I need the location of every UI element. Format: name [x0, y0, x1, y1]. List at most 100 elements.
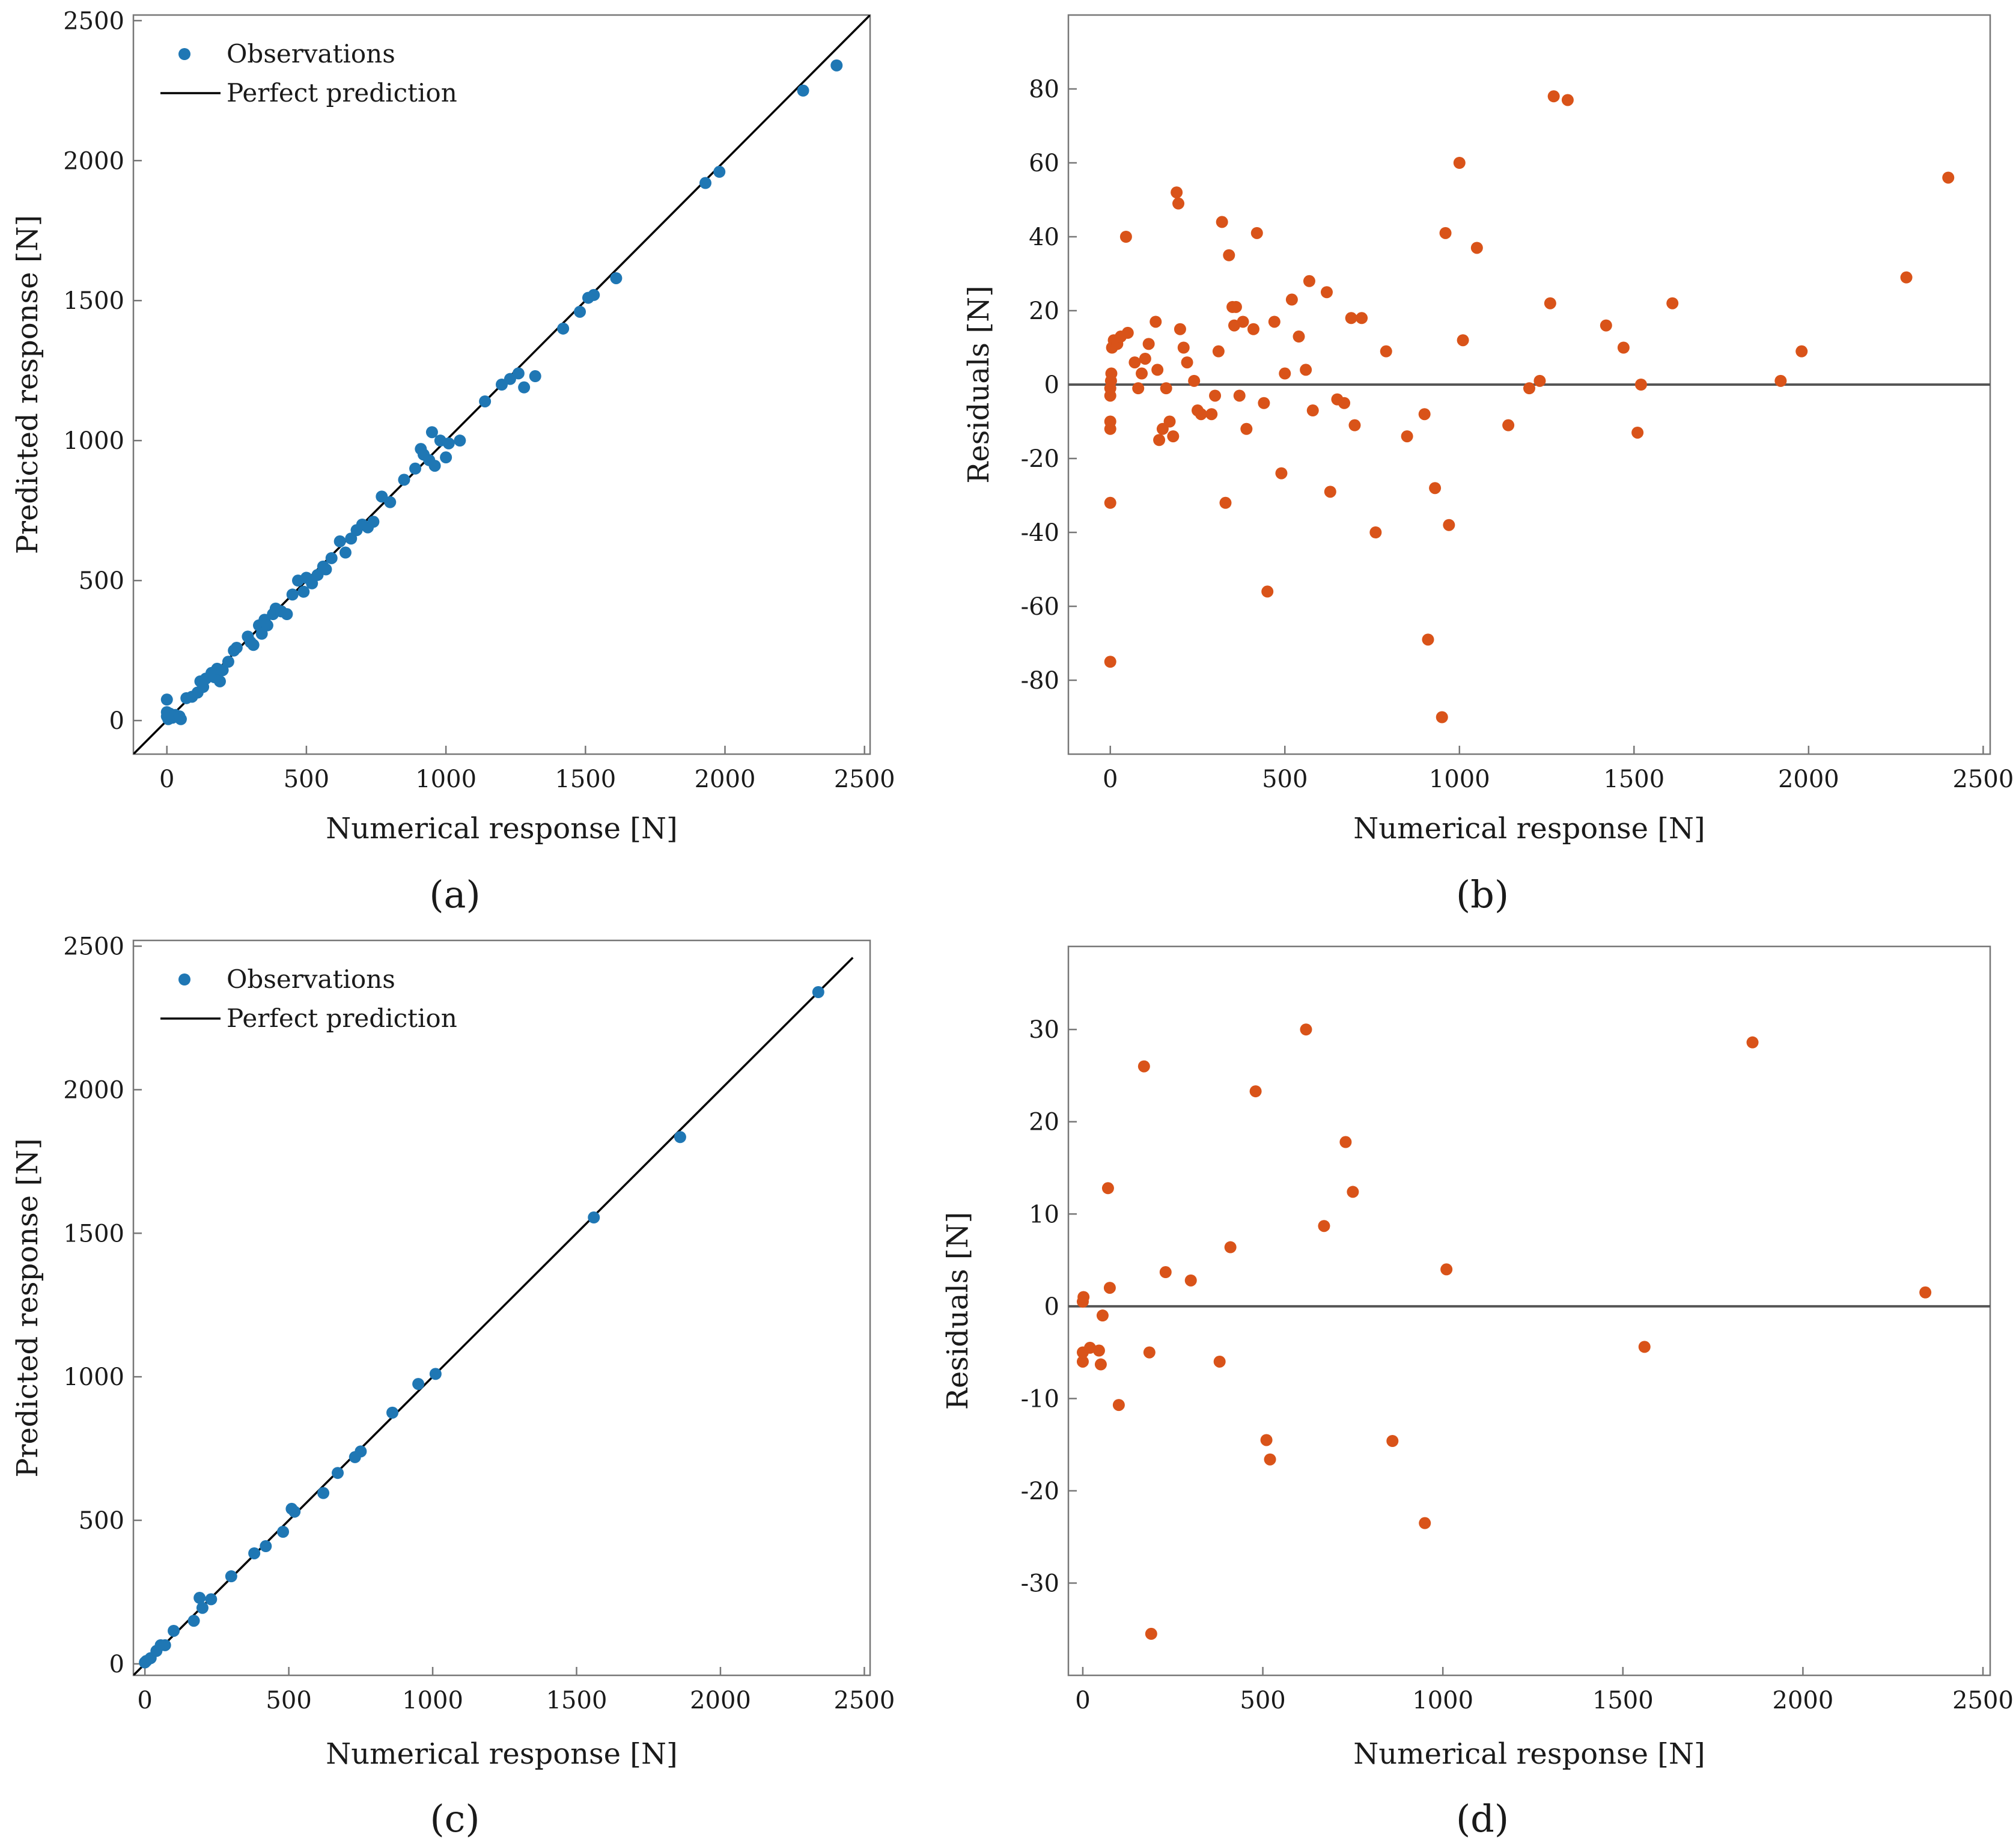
x-tick-label: 1000 [415, 766, 477, 793]
data-point [333, 535, 346, 547]
x-tick-label: 500 [1262, 766, 1308, 793]
data-point [1502, 419, 1515, 431]
data-point [1419, 1517, 1431, 1529]
x-tick-label: 1500 [1603, 766, 1664, 793]
legend-label-perfect-prediction: Perfect prediction [227, 78, 457, 108]
x-tick-label: 0 [159, 766, 174, 793]
perfect-prediction-line [133, 957, 854, 1675]
x-tick-label: 500 [266, 1687, 311, 1714]
panel-d: 0 500 1000 1500 2000 2500 -30 -20 -10 0 10 20 30 Nume… [941, 945, 2014, 1841]
data-point [168, 1624, 180, 1637]
data-point [286, 588, 299, 601]
data-point [230, 641, 243, 654]
data-point [1631, 426, 1644, 439]
data-point [1795, 345, 1808, 358]
data-point [1136, 367, 1148, 380]
data-point [384, 496, 397, 508]
data-point [1422, 633, 1434, 646]
data-point [1942, 171, 1955, 184]
data-point [288, 1505, 301, 1518]
data-point [1306, 404, 1319, 417]
legend-label-observations: Observations [227, 964, 395, 994]
data-point [332, 1467, 344, 1479]
panel-b: 0 500 1000 1500 2000 2500 -80 -60 -40 -20 0 20 40 60 8… [962, 14, 2014, 916]
y-tick-label: 80 [1029, 76, 1059, 103]
y-tick-label: 40 [1029, 224, 1059, 251]
data-point [1188, 374, 1201, 387]
data-point [1347, 1186, 1359, 1198]
data-point [610, 272, 623, 284]
data-point [1139, 352, 1151, 365]
x-tick-label: 0 [1075, 1687, 1090, 1714]
data-point [1167, 430, 1180, 443]
data-point [1666, 297, 1679, 309]
data-point [1177, 341, 1190, 354]
x-tick-label: 1500 [546, 1687, 608, 1714]
data-point [1774, 374, 1787, 387]
legend-marker-observations [178, 973, 190, 985]
panel-caption: (c) [430, 1797, 480, 1841]
data-point [1324, 486, 1336, 498]
data-point [518, 381, 531, 394]
data-point [1216, 216, 1228, 228]
data-point [1150, 315, 1162, 328]
x-axis-label: Numerical response [N] [326, 812, 678, 845]
y-tick-label: -10 [1021, 1385, 1059, 1413]
data-point [1104, 496, 1116, 509]
y-tick-label: -20 [1021, 1478, 1059, 1505]
data-point [1112, 1399, 1125, 1412]
y-tick-label: 2000 [63, 147, 124, 175]
data-point [1119, 231, 1132, 243]
panel-caption: (b) [1456, 873, 1509, 916]
data-point [1617, 341, 1630, 354]
data-point [1533, 374, 1546, 387]
legend-label-perfect-prediction: Perfect prediction [227, 1004, 457, 1033]
data-point [1386, 1434, 1399, 1447]
data-point [1638, 1341, 1651, 1353]
data-point [1318, 1220, 1330, 1232]
data-point [1249, 1085, 1262, 1098]
data-point [225, 1570, 237, 1583]
y-tick-label: -60 [1021, 593, 1059, 621]
data-point [1261, 585, 1274, 598]
data-point [1260, 1434, 1273, 1446]
data-point [1174, 323, 1186, 335]
data-point [1401, 430, 1413, 443]
data-point [159, 1639, 171, 1651]
data-point [1279, 367, 1291, 380]
data-point [1128, 356, 1141, 369]
data-point [174, 713, 187, 725]
y-tick-label: 20 [1029, 297, 1059, 325]
data-point [281, 608, 293, 621]
data-point [355, 1445, 367, 1458]
x-tick-label: 2000 [690, 1687, 751, 1714]
data-point [1205, 408, 1218, 421]
data-point [1121, 326, 1134, 339]
data-point [1219, 496, 1232, 509]
data-point [1268, 315, 1281, 328]
data-point [1195, 408, 1207, 421]
data-point [1101, 1182, 1114, 1195]
data-point [277, 1526, 290, 1538]
x-tick-label: 2000 [1778, 766, 1839, 793]
data-point [1096, 1309, 1109, 1322]
data-point [193, 1592, 206, 1604]
data-point [1250, 227, 1263, 239]
data-point [1746, 1036, 1759, 1049]
y-tick-label: 500 [79, 1507, 124, 1535]
x-tick-label: 2500 [834, 766, 895, 793]
y-axis-label: Predicted response [N] [11, 1138, 44, 1478]
data-point [1457, 334, 1469, 347]
x-tick-label: 1000 [1412, 1687, 1473, 1714]
x-tick-label: 500 [1240, 1687, 1285, 1714]
data-point [1303, 275, 1315, 287]
data-point [1300, 364, 1312, 376]
data-point [1339, 1136, 1352, 1148]
data-point [574, 305, 586, 318]
y-tick-label: 0 [109, 707, 124, 735]
data-point [1293, 331, 1305, 343]
panel-caption: (a) [429, 873, 480, 916]
y-tick-label: -30 [1021, 1570, 1059, 1597]
data-point [1105, 367, 1118, 380]
